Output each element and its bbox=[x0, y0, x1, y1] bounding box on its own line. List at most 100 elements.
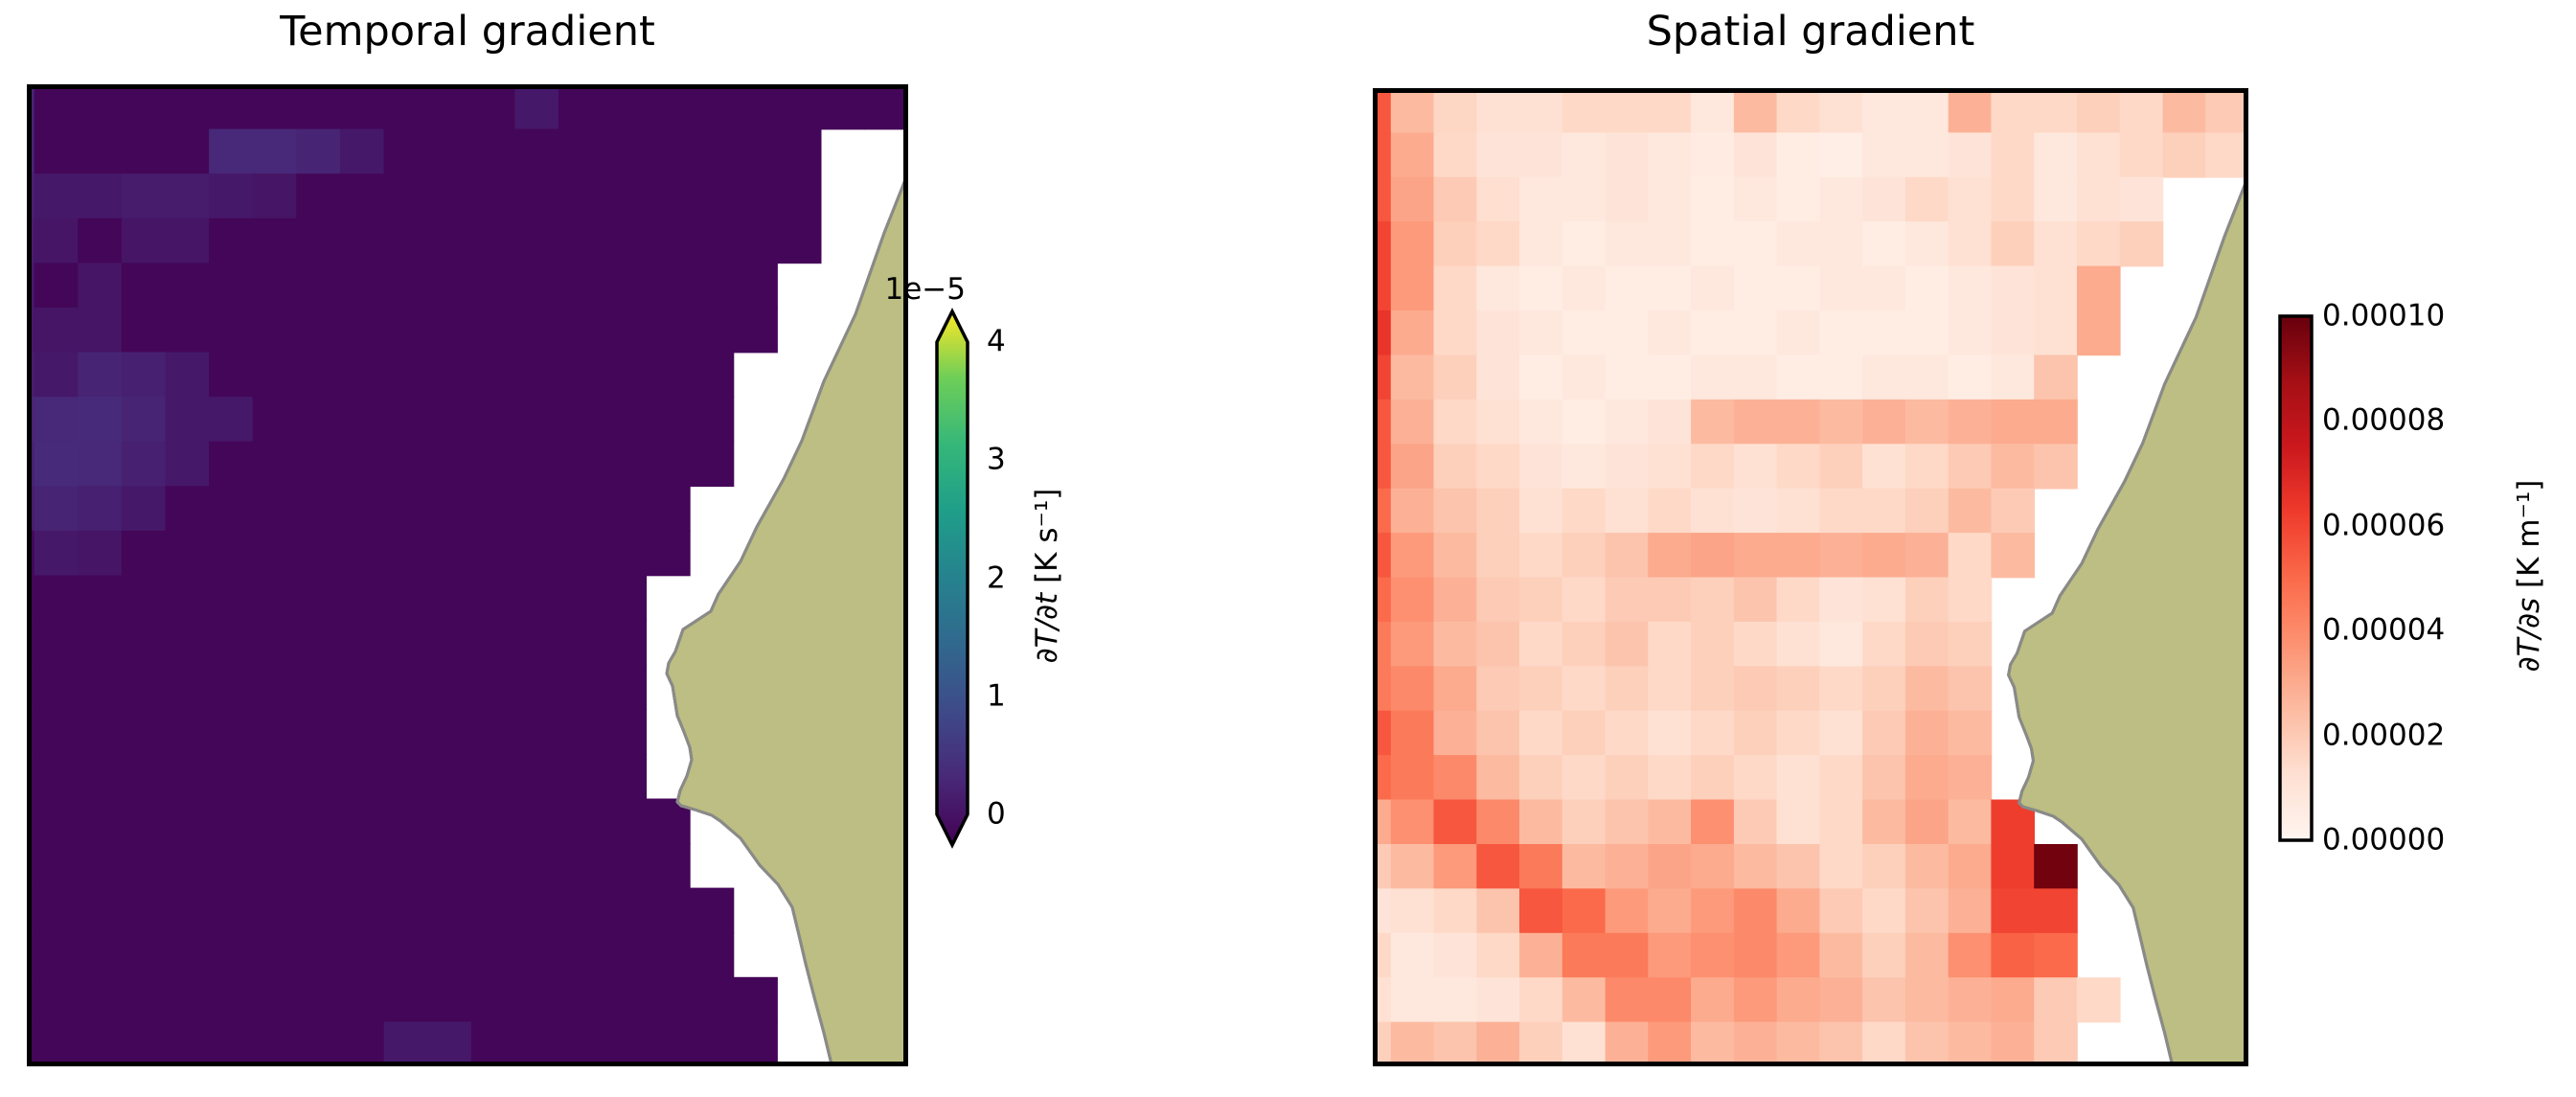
spatial-colorbar-label-units: [K m⁻¹] bbox=[2512, 479, 2546, 598]
heatmap-cell bbox=[1390, 577, 1435, 623]
heatmap-cell bbox=[1519, 1021, 1563, 1066]
heatmap-cell bbox=[1904, 265, 1949, 311]
heatmap-cell bbox=[1733, 88, 1778, 134]
heatmap-cell bbox=[470, 976, 516, 1023]
heatmap-cell bbox=[383, 753, 428, 800]
heatmap-cell bbox=[340, 263, 385, 309]
heatmap-cell bbox=[646, 887, 691, 933]
heatmap-cell bbox=[1691, 265, 1735, 311]
heatmap-cell bbox=[602, 486, 648, 532]
heatmap-cell bbox=[1733, 710, 1778, 756]
heatmap-cell bbox=[427, 664, 472, 711]
heatmap-cell bbox=[209, 664, 254, 711]
heatmap-cell bbox=[1819, 310, 1863, 356]
heatmap-cell bbox=[559, 217, 604, 264]
heatmap-cell bbox=[1776, 221, 1821, 267]
heatmap-cell bbox=[252, 173, 298, 219]
heatmap-cell bbox=[470, 530, 516, 577]
heatmap-cell bbox=[1991, 888, 2035, 934]
heatmap-cell bbox=[209, 308, 254, 354]
heatmap-cell bbox=[383, 128, 428, 174]
heatmap-cell bbox=[296, 486, 341, 532]
heatmap-cell bbox=[209, 263, 254, 309]
heatmap-cell bbox=[383, 798, 428, 844]
heatmap-cell bbox=[1390, 221, 1435, 267]
heatmap-cell bbox=[514, 352, 559, 398]
heatmap-cell bbox=[470, 887, 516, 933]
heatmap-cell bbox=[1605, 977, 1650, 1023]
heatmap-cell bbox=[340, 128, 385, 174]
heatmap-cell bbox=[1948, 533, 1993, 579]
heatmap-cell bbox=[1519, 533, 1563, 579]
heatmap-cell bbox=[1776, 577, 1821, 623]
heatmap-cell bbox=[1648, 399, 1692, 446]
heatmap-cell bbox=[1433, 88, 1478, 134]
heatmap-cell bbox=[1390, 399, 1435, 446]
heatmap-cell bbox=[1904, 310, 1949, 356]
heatmap-cell bbox=[165, 1021, 210, 1066]
heatmap-cell bbox=[427, 263, 472, 309]
heatmap-cell bbox=[2034, 932, 2078, 978]
heatmap-cell bbox=[121, 486, 167, 532]
spatial-colorbar-bar bbox=[2278, 314, 2314, 842]
heatmap-cell bbox=[121, 932, 167, 978]
heatmap-cell bbox=[470, 1021, 516, 1066]
heatmap-cell bbox=[733, 173, 778, 219]
heatmap-cell bbox=[1605, 799, 1650, 845]
heatmap-cell bbox=[1562, 88, 1607, 134]
heatmap-cell bbox=[689, 932, 735, 978]
heatmap-cell bbox=[1390, 533, 1435, 579]
heatmap-cell bbox=[296, 575, 341, 621]
heatmap-cell bbox=[2034, 977, 2078, 1023]
heatmap-cell bbox=[470, 308, 516, 354]
heatmap-cell bbox=[1991, 444, 2035, 490]
heatmap-cell bbox=[1904, 932, 1949, 978]
heatmap-cell bbox=[78, 620, 123, 666]
heatmap-cell bbox=[2034, 444, 2078, 490]
heatmap-cell bbox=[1476, 533, 1520, 579]
heatmap-cell bbox=[1433, 977, 1478, 1023]
heatmap-cell bbox=[296, 932, 341, 978]
heatmap-cell bbox=[1433, 666, 1478, 712]
heatmap-cell bbox=[340, 664, 385, 711]
heatmap-cell bbox=[1691, 1021, 1735, 1066]
heatmap-cell bbox=[296, 263, 341, 309]
heatmap-cell bbox=[1991, 488, 2035, 534]
heatmap-cell bbox=[340, 753, 385, 800]
heatmap-cell bbox=[1904, 755, 1949, 801]
heatmap-cell bbox=[514, 932, 559, 978]
heatmap-cell bbox=[1648, 354, 1692, 400]
heatmap-cell bbox=[1733, 666, 1778, 712]
colorbar-tick-label: 0.00008 bbox=[2322, 402, 2446, 438]
heatmap-cell bbox=[1519, 977, 1563, 1023]
heatmap-cell bbox=[1648, 844, 1692, 890]
heatmap-cell bbox=[1819, 399, 1863, 446]
heatmap-cell bbox=[34, 217, 79, 264]
heatmap-cell bbox=[165, 887, 210, 933]
heatmap-cell bbox=[559, 798, 604, 844]
heatmap-cell bbox=[1904, 844, 1949, 890]
heatmap-cell bbox=[1390, 844, 1435, 890]
heatmap-cell bbox=[1948, 176, 1993, 222]
heatmap-cell bbox=[165, 664, 210, 711]
heatmap-cell bbox=[1519, 710, 1563, 756]
heatmap-cell bbox=[121, 620, 167, 666]
heatmap-cell bbox=[78, 530, 123, 577]
heatmap-cell bbox=[1519, 799, 1563, 845]
heatmap-cell bbox=[1862, 621, 1906, 668]
heatmap-cell bbox=[514, 263, 559, 309]
heatmap-cell bbox=[559, 173, 604, 219]
heatmap-cell bbox=[514, 1021, 559, 1066]
heatmap-cell bbox=[1948, 354, 1993, 400]
heatmap-cell bbox=[1948, 577, 1993, 623]
heatmap-cell bbox=[602, 397, 648, 443]
heatmap-cell bbox=[427, 976, 472, 1023]
coastline bbox=[665, 171, 908, 1065]
temporal-colorbar bbox=[935, 308, 969, 849]
heatmap-cell bbox=[689, 84, 735, 130]
heatmap-cell bbox=[1776, 176, 1821, 222]
heatmap-cell bbox=[1605, 666, 1650, 712]
heatmap-cell bbox=[1733, 399, 1778, 446]
axes-border bbox=[1373, 88, 2248, 1066]
heatmap-cell bbox=[514, 976, 559, 1023]
